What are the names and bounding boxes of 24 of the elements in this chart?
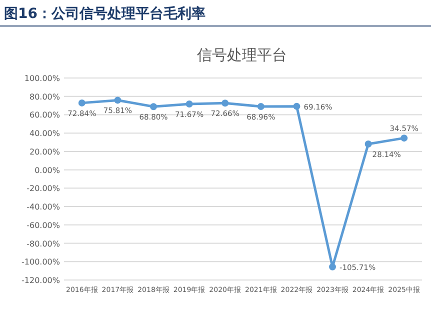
point — [293, 102, 300, 110]
point — [150, 103, 157, 110]
y-tick-label: -100.00% — [22, 258, 60, 267]
chart-title: 图16：公司信号处理平台毛利率 — [4, 5, 206, 22]
y-tick-label: -20.00% — [26, 184, 60, 194]
point — [400, 134, 408, 142]
point — [114, 96, 122, 104]
y-tick-label: 100.00% — [24, 74, 60, 83]
point — [329, 263, 336, 270]
chart-subtitle: 信号处理平台 — [197, 46, 287, 64]
y-tick-label: 40.00% — [29, 129, 60, 138]
point — [78, 99, 86, 106]
y-tick-label: -120.00% — [22, 276, 60, 285]
y-tick-label: -60.00% — [26, 220, 60, 230]
point — [364, 140, 372, 148]
y-tick-label: 0.00% — [34, 166, 60, 175]
y-tick-label: 20.00% — [29, 147, 60, 156]
y-tick-label: -40.00% — [26, 202, 60, 212]
point — [257, 103, 264, 110]
point — [186, 100, 193, 108]
y-tick-label: 60.00% — [29, 110, 60, 120]
y-tick-label: 80.00% — [29, 92, 60, 102]
point — [222, 100, 229, 107]
y-tick-label: -80.00% — [26, 239, 60, 248]
